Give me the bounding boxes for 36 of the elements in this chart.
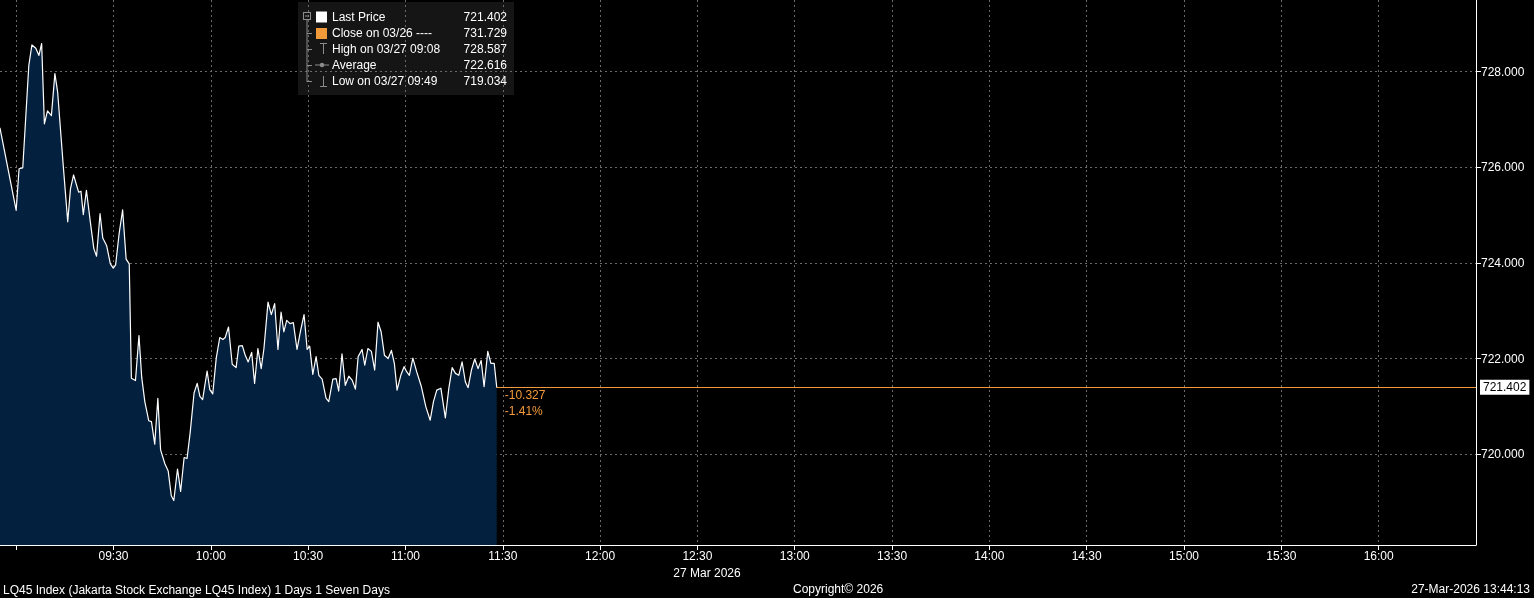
ref-line-label: 721.402 xyxy=(1483,380,1527,395)
x-tick-label: 09:30 xyxy=(98,549,129,563)
annotation: -10.327 xyxy=(504,388,546,403)
x-tick-label: 14:30 xyxy=(1071,549,1103,563)
annotation: High on 03/27 09:08 xyxy=(332,42,441,56)
x-tick-label: 15:00 xyxy=(1169,549,1200,563)
x-tick-label: 16:00 xyxy=(1363,549,1395,563)
text: Copyright© 2026 xyxy=(793,582,884,596)
x-tick-label: 15:30 xyxy=(1266,549,1297,563)
y-tick-label: 726.000 xyxy=(1481,160,1525,175)
annotation: 731.729 xyxy=(463,26,507,40)
text: LQ45 Index (Jakarta Stock Exchange LQ45 Index) 1 Days 1 Seven Days xyxy=(3,583,390,597)
y-tick-label: 720.000 xyxy=(1481,447,1525,462)
text: 27-Mar-2026 13:44:13 xyxy=(1411,582,1530,596)
x-tick-label: 10:30 xyxy=(293,549,324,563)
x-axis-title: 27 Mar 2026 xyxy=(673,565,742,580)
annotation: 728.587 xyxy=(463,42,507,56)
annotation: 719.034 xyxy=(463,74,507,88)
annotation: 721.402 xyxy=(463,10,507,24)
annotation: Low on 03/27 09:49 xyxy=(332,74,438,88)
x-tick-label: 10:00 xyxy=(195,549,227,563)
y-tick-label: 728.000 xyxy=(1481,64,1525,79)
annotation: 722.616 xyxy=(463,58,507,72)
y-tick-label: 722.000 xyxy=(1481,351,1525,366)
x-tick-label: 12:30 xyxy=(682,549,713,563)
x-tick-label: 14:00 xyxy=(974,549,1005,563)
legend-label: Last Price xyxy=(332,10,386,24)
annotation: Average xyxy=(332,58,377,72)
x-tick-label: 11:00 xyxy=(390,549,421,563)
y-tick-label: 724.000 xyxy=(1481,255,1525,270)
x-tick-label: 13:00 xyxy=(779,549,811,563)
annotation: Close on 03/26 ---- xyxy=(332,26,433,40)
annotation: -1.41% xyxy=(504,404,544,419)
x-tick-label: 13:30 xyxy=(877,549,908,563)
x-tick-label: 11:30 xyxy=(488,549,518,563)
x-tick-label: 12:00 xyxy=(585,549,616,563)
